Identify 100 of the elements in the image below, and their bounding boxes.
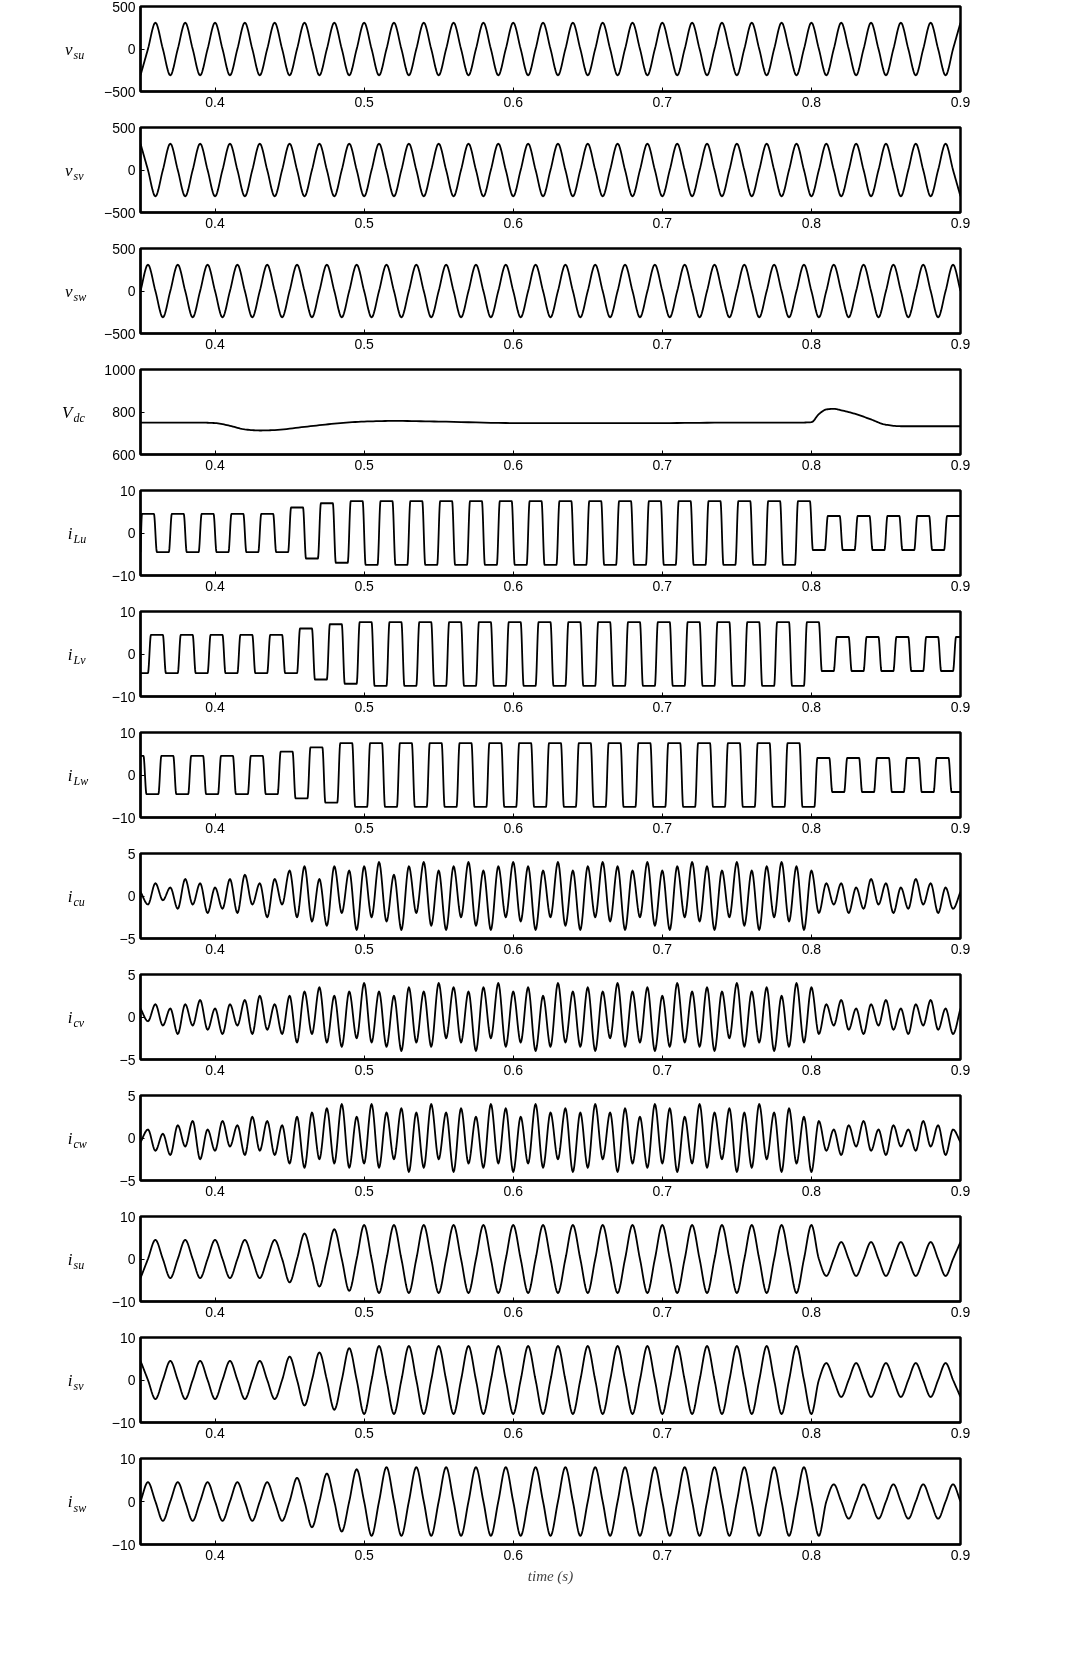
x-tick-label: 0.6: [503, 1424, 524, 1441]
x-tick-label: 0.4: [205, 577, 225, 594]
x-tick-label: 0.5: [354, 577, 375, 594]
x-tick-label: 0.5: [354, 335, 375, 352]
x-tick-label: 0.4: [205, 1424, 225, 1441]
x-tick-label: 0.9: [950, 1424, 971, 1441]
x-tick-label: 0.4: [205, 1061, 225, 1078]
x-tick-label: 0.6: [503, 1303, 524, 1320]
x-tick-label: 0.5: [354, 1546, 375, 1563]
x-tick-label: 0.6: [503, 93, 524, 110]
x-tick-label: 0.9: [950, 93, 971, 110]
y-tick-label: 0: [127, 1009, 136, 1025]
x-tick-label: 0.8: [801, 1182, 822, 1199]
y-tick-label: −500: [103, 204, 136, 221]
x-tick-label: 0.4: [205, 698, 225, 715]
y-tick-label: −10: [111, 567, 136, 584]
x-tick-label: 0.6: [503, 1182, 524, 1199]
x-tick-label: 0.5: [354, 1303, 375, 1320]
x-tick-label: 0.4: [205, 1303, 225, 1320]
x-tick-label: 0.9: [950, 1182, 971, 1199]
x-tick-label: 0.6: [503, 1061, 524, 1078]
y-tick-label: 0: [127, 41, 136, 57]
y-tick-label: 10: [119, 1450, 136, 1467]
x-tick-label: 0.7: [652, 1182, 673, 1199]
y-tick-label: 0: [127, 283, 136, 299]
x-tick-label: 0.6: [503, 1546, 524, 1563]
y-tick-label: 0: [127, 525, 136, 541]
x-tick-label: 0.4: [205, 214, 225, 231]
y-tick-label: −5: [119, 1051, 136, 1068]
x-tick-label: 0.9: [950, 335, 971, 352]
x-tick-label: 0.9: [950, 698, 971, 715]
x-tick-label: 0.5: [354, 698, 375, 715]
y-tick-label: 500: [112, 240, 136, 257]
x-tick-label: 0.9: [950, 214, 971, 231]
y-tick-label: −500: [103, 325, 136, 342]
x-tick-label: 0.7: [652, 93, 673, 110]
y-tick-label: −10: [111, 1293, 136, 1310]
y-tick-label: 0: [127, 646, 136, 662]
x-tick-label: 0.8: [801, 1303, 822, 1320]
x-tick-label: 0.6: [503, 456, 524, 473]
x-tick-label: 0.6: [503, 940, 524, 957]
x-tick-label: 0.4: [205, 93, 225, 110]
x-tick-label: 0.8: [801, 214, 822, 231]
x-tick-label: 0.7: [652, 335, 673, 352]
x-tick-label: 0.7: [652, 1546, 673, 1563]
x-tick-label: 0.8: [801, 940, 822, 957]
x-tick-label: 0.5: [354, 1182, 375, 1199]
x-tick-label: 0.7: [652, 819, 673, 836]
x-tick-label: 0.4: [205, 335, 225, 352]
y-tick-label: −10: [111, 688, 136, 705]
x-tick-label: 0.7: [652, 1061, 673, 1078]
x-tick-label: 0.4: [205, 940, 225, 957]
y-tick-label: 600: [112, 446, 136, 463]
y-tick-label: 500: [112, 0, 136, 15]
y-tick-label: −5: [119, 930, 136, 947]
x-tick-label: 0.9: [950, 819, 971, 836]
x-tick-label: 0.5: [354, 1424, 375, 1441]
y-tick-label: −10: [111, 809, 136, 826]
x-tick-label: 0.7: [652, 1424, 673, 1441]
y-tick-label: 5: [127, 845, 136, 862]
x-tick-label: 0.7: [652, 577, 673, 594]
x-tick-label: 0.4: [205, 1182, 225, 1199]
y-tick-label: 0: [127, 1251, 136, 1267]
x-tick-label: 0.6: [503, 819, 524, 836]
x-tick-label: 0.5: [354, 1061, 375, 1078]
x-tick-label: 0.5: [354, 93, 375, 110]
x-tick-label: 0.5: [354, 819, 375, 836]
y-tick-label: 0: [127, 888, 136, 904]
x-tick-label: 0.8: [801, 456, 822, 473]
y-tick-label: 10: [119, 1329, 136, 1346]
y-tick-label: 10: [119, 603, 136, 620]
x-tick-label: 0.9: [950, 1303, 971, 1320]
y-tick-label: −500: [103, 83, 136, 100]
x-tick-label: 0.7: [652, 214, 673, 231]
y-tick-label: 10: [119, 482, 136, 499]
y-tick-label: 10: [119, 724, 136, 741]
y-tick-label: 0: [127, 162, 136, 178]
x-tick-label: 0.5: [354, 456, 375, 473]
x-tick-label: 0.8: [801, 1424, 822, 1441]
x-tick-label: 0.9: [950, 1061, 971, 1078]
x-tick-label: 0.8: [801, 93, 822, 110]
x-tick-label: 0.8: [801, 577, 822, 594]
y-tick-label: −5: [119, 1172, 136, 1189]
x-tick-label: 0.8: [801, 698, 822, 715]
x-tick-label: 0.4: [205, 819, 225, 836]
y-tick-label: −10: [111, 1414, 136, 1431]
y-tick-label: 5: [127, 1087, 136, 1104]
x-tick-label: 0.8: [801, 819, 822, 836]
y-tick-label: 5: [127, 966, 136, 983]
x-tick-label: 0.7: [652, 698, 673, 715]
x-tick-label: 0.9: [950, 456, 971, 473]
y-tick-label: 10: [119, 1208, 136, 1225]
x-tick-label: 0.4: [205, 1546, 225, 1563]
y-tick-label: 0: [127, 1493, 136, 1510]
x-tick-label: 0.7: [652, 940, 673, 957]
x-tick-label: 0.6: [503, 577, 524, 594]
y-tick-label: 0: [127, 767, 136, 783]
y-tick-label: −10: [111, 1536, 136, 1553]
x-tick-label: 0.7: [652, 1303, 673, 1320]
y-tick-label: 500: [112, 119, 136, 136]
